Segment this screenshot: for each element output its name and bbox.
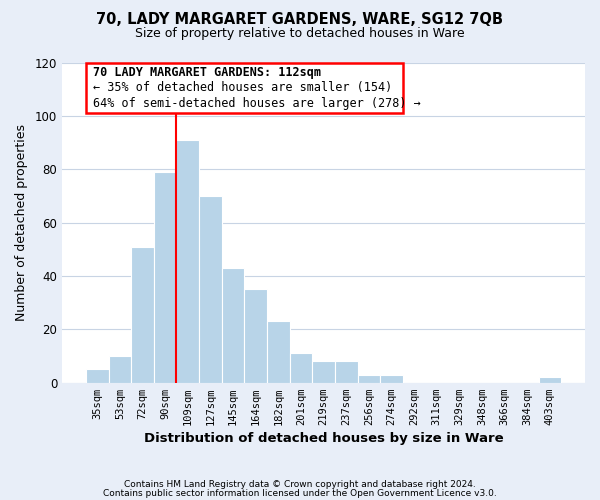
Text: 70, LADY MARGARET GARDENS, WARE, SG12 7QB: 70, LADY MARGARET GARDENS, WARE, SG12 7Q… [97, 12, 503, 28]
Bar [131, 246, 154, 382]
Bar [358, 374, 380, 382]
FancyBboxPatch shape [86, 62, 403, 113]
X-axis label: Distribution of detached houses by size in Ware: Distribution of detached houses by size … [144, 432, 503, 445]
Text: ← 35% of detached houses are smaller (154): ← 35% of detached houses are smaller (15… [93, 81, 392, 94]
Text: 70 LADY MARGARET GARDENS: 112sqm: 70 LADY MARGARET GARDENS: 112sqm [93, 66, 321, 78]
Bar [539, 378, 561, 382]
Bar [109, 356, 131, 382]
Bar [267, 322, 290, 382]
Bar [335, 362, 358, 382]
Text: Size of property relative to detached houses in Ware: Size of property relative to detached ho… [135, 28, 465, 40]
Bar [244, 290, 267, 382]
Bar [176, 140, 199, 382]
Text: 64% of semi-detached houses are larger (278) →: 64% of semi-detached houses are larger (… [93, 97, 421, 110]
Text: Contains HM Land Registry data © Crown copyright and database right 2024.: Contains HM Land Registry data © Crown c… [124, 480, 476, 489]
Bar [312, 362, 335, 382]
Y-axis label: Number of detached properties: Number of detached properties [15, 124, 28, 321]
Bar [154, 172, 176, 382]
Bar [290, 354, 312, 382]
Bar [199, 196, 222, 382]
Bar [380, 374, 403, 382]
Text: Contains public sector information licensed under the Open Government Licence v3: Contains public sector information licen… [103, 489, 497, 498]
Bar [222, 268, 244, 382]
Bar [86, 370, 109, 382]
